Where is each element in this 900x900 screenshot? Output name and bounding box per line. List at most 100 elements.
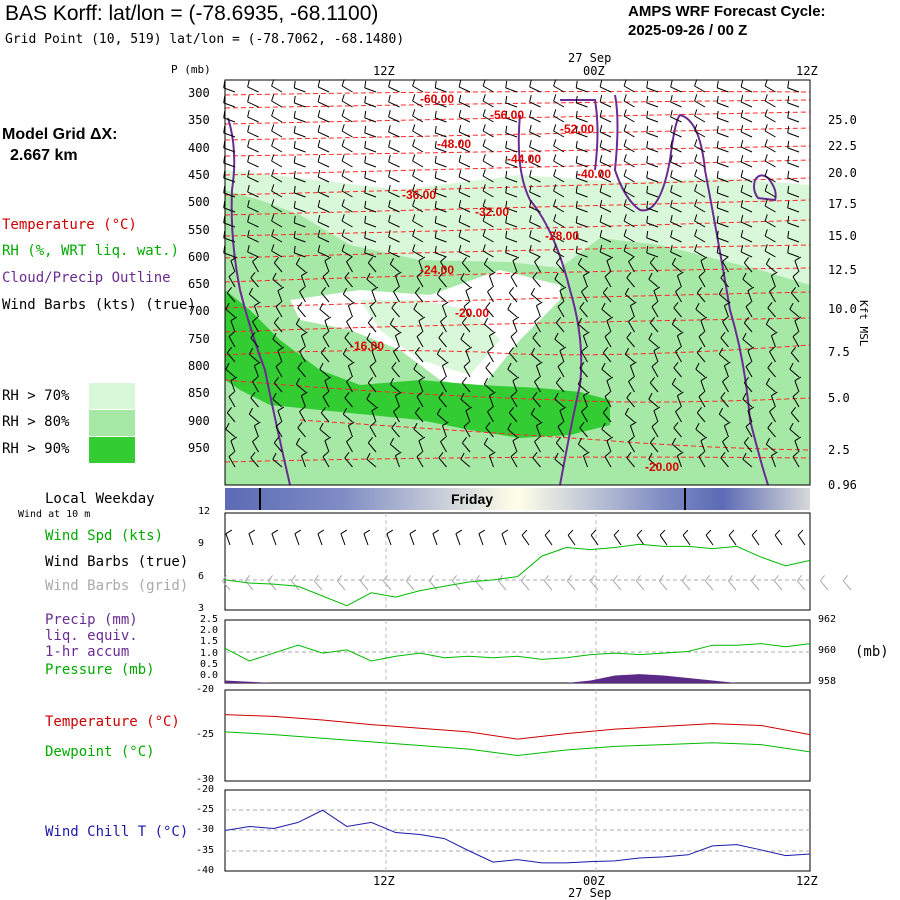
xs-wind-barb: [341, 145, 353, 153]
xs-wind-barb: [747, 290, 753, 303]
xs-wind-barb: [271, 130, 283, 138]
xs-wind-barb-flag: [577, 317, 583, 325]
xs-wind-barb: [764, 250, 776, 258]
xs-wind-barb: [367, 322, 377, 333]
xs-wind-barb: [317, 221, 330, 228]
xs-wind-barb: [364, 87, 377, 93]
xs-wind-barb: [787, 207, 800, 213]
legend-rh: RH (%, WRT liq. wat.): [2, 243, 180, 259]
legend-temp: Temperature (°C): [45, 714, 180, 730]
xs-wind-barb-flag: [601, 302, 606, 310]
surface-wind-barb: [544, 534, 553, 546]
xs-wind-barb-flag: [485, 422, 491, 429]
xs-wind-barb: [723, 305, 729, 318]
xs-wind-barb-flag: [648, 392, 653, 400]
xs-wind-barb: [346, 381, 353, 393]
horizontal-gridlines: [225, 579, 810, 852]
xs-wind-barb: [676, 275, 682, 288]
xs-wind-barb-flag: [342, 287, 348, 295]
xs-wind-barb: [764, 160, 776, 168]
xs-wind-barb: [717, 102, 729, 108]
xs-wind-barb-flag: [487, 346, 494, 352]
xs-wind-barb-flag: [317, 125, 321, 133]
xs-wind-barb-flag: [458, 245, 462, 253]
xs-wind-barb: [534, 321, 541, 333]
windchill-ytick: -25: [196, 804, 215, 816]
xs-wind-barb: [341, 100, 353, 108]
xs-wind-barb: [371, 290, 377, 303]
xs-wind-barb: [341, 205, 353, 213]
xs-wind-barb-flag: [395, 331, 402, 337]
xs-wind-barb-flag: [483, 437, 489, 445]
xs-wind-barb: [576, 132, 588, 138]
xs-wind-barb-flag: [247, 230, 250, 238]
xs-wind-barb: [649, 262, 659, 273]
grid-wind-barb-flag: [336, 575, 343, 582]
legend-wind-barbs-grid: Wind Barbs (grid): [45, 578, 189, 594]
xs-wind-barb-flag: [794, 316, 802, 322]
xs-wind-barb: [529, 101, 541, 108]
xs-wind-barb: [789, 428, 800, 438]
xs-wind-barb-flag: [223, 125, 226, 133]
xs-wind-barb-flag: [418, 256, 426, 262]
xs-wind-barb-flag: [364, 80, 367, 88]
grid-wind-barb: [313, 580, 323, 591]
grid-wind-barb: [681, 580, 691, 591]
isotherm: [225, 159, 810, 176]
xs-wind-barb: [414, 412, 424, 423]
xs-wind-barb-flag: [319, 362, 324, 370]
precip-area: [225, 674, 810, 683]
cloud-outline: [517, 114, 583, 485]
xs-wind-barb-flag: [228, 391, 235, 397]
xs-wind-barb-flag: [575, 185, 578, 193]
xs-wind-barb: [747, 410, 753, 423]
xs-wind-barb-flag: [716, 170, 719, 178]
xs-wind-barb: [532, 397, 541, 408]
grid-wind-barb-flag: [359, 575, 366, 582]
xs-wind-barb: [535, 425, 541, 438]
xs-wind-barb-flag: [364, 230, 367, 238]
surface-wind-barb-flag: [544, 529, 551, 536]
xs-wind-barb: [507, 308, 518, 318]
xs-wind-barb: [767, 367, 776, 378]
xs-wind-barb-flag: [602, 347, 609, 354]
xs-wind-barb: [740, 86, 753, 93]
grid-wind-barb-flag: [543, 575, 550, 582]
xs-wind-barb-flag: [764, 214, 768, 222]
weekday-label: Local Weekday: [45, 491, 155, 507]
xs-wind-barb: [371, 410, 377, 423]
xs-wind-barb: [764, 85, 776, 93]
xs-wind-barb-flag: [413, 422, 418, 430]
xs-wind-barb-flag: [553, 79, 557, 87]
xs-wind-barb: [436, 413, 447, 423]
xs-wind-barb-flag: [536, 301, 543, 307]
xs-wind-barb-flag: [583, 391, 590, 397]
xs-wind-barb-flag: [529, 125, 532, 133]
xs-wind-barb-flag: [671, 377, 677, 385]
xs-wind-barb: [228, 276, 236, 288]
xs-wind-barb: [576, 177, 588, 183]
xs-wind-barb-flag: [740, 185, 744, 193]
pressure-line: [224, 643, 811, 662]
xs-wind-barb: [247, 86, 259, 93]
surface-wind-barb-flag: [317, 529, 325, 535]
xs-wind-barb: [388, 191, 400, 198]
xs-wind-barb-flag: [297, 362, 303, 369]
xs-wind-barb-flag: [320, 407, 327, 414]
xs-wind-barb: [646, 252, 659, 258]
xs-wind-barb-flag: [646, 200, 649, 208]
xs-wind-barb: [553, 160, 565, 168]
grid-wind-barb-flag: [658, 575, 665, 582]
xs-wind-barb: [740, 101, 753, 108]
xs-ylabel: P (mb): [171, 63, 211, 76]
kft-label: Kft MSL: [857, 300, 870, 347]
xs-wind-barb-flag: [529, 230, 532, 238]
xs-wind-barb: [391, 427, 400, 438]
xs-wind-barb: [623, 160, 635, 168]
xs-wind-barb-flag: [505, 125, 508, 133]
xs-wind-barb-flag: [414, 407, 421, 414]
xs-wind-barb-flag: [648, 332, 653, 340]
xs-wind-barb: [230, 440, 236, 453]
xs-right-tick: 17.5: [828, 197, 857, 211]
xs-wind-barb-flag: [559, 406, 567, 412]
